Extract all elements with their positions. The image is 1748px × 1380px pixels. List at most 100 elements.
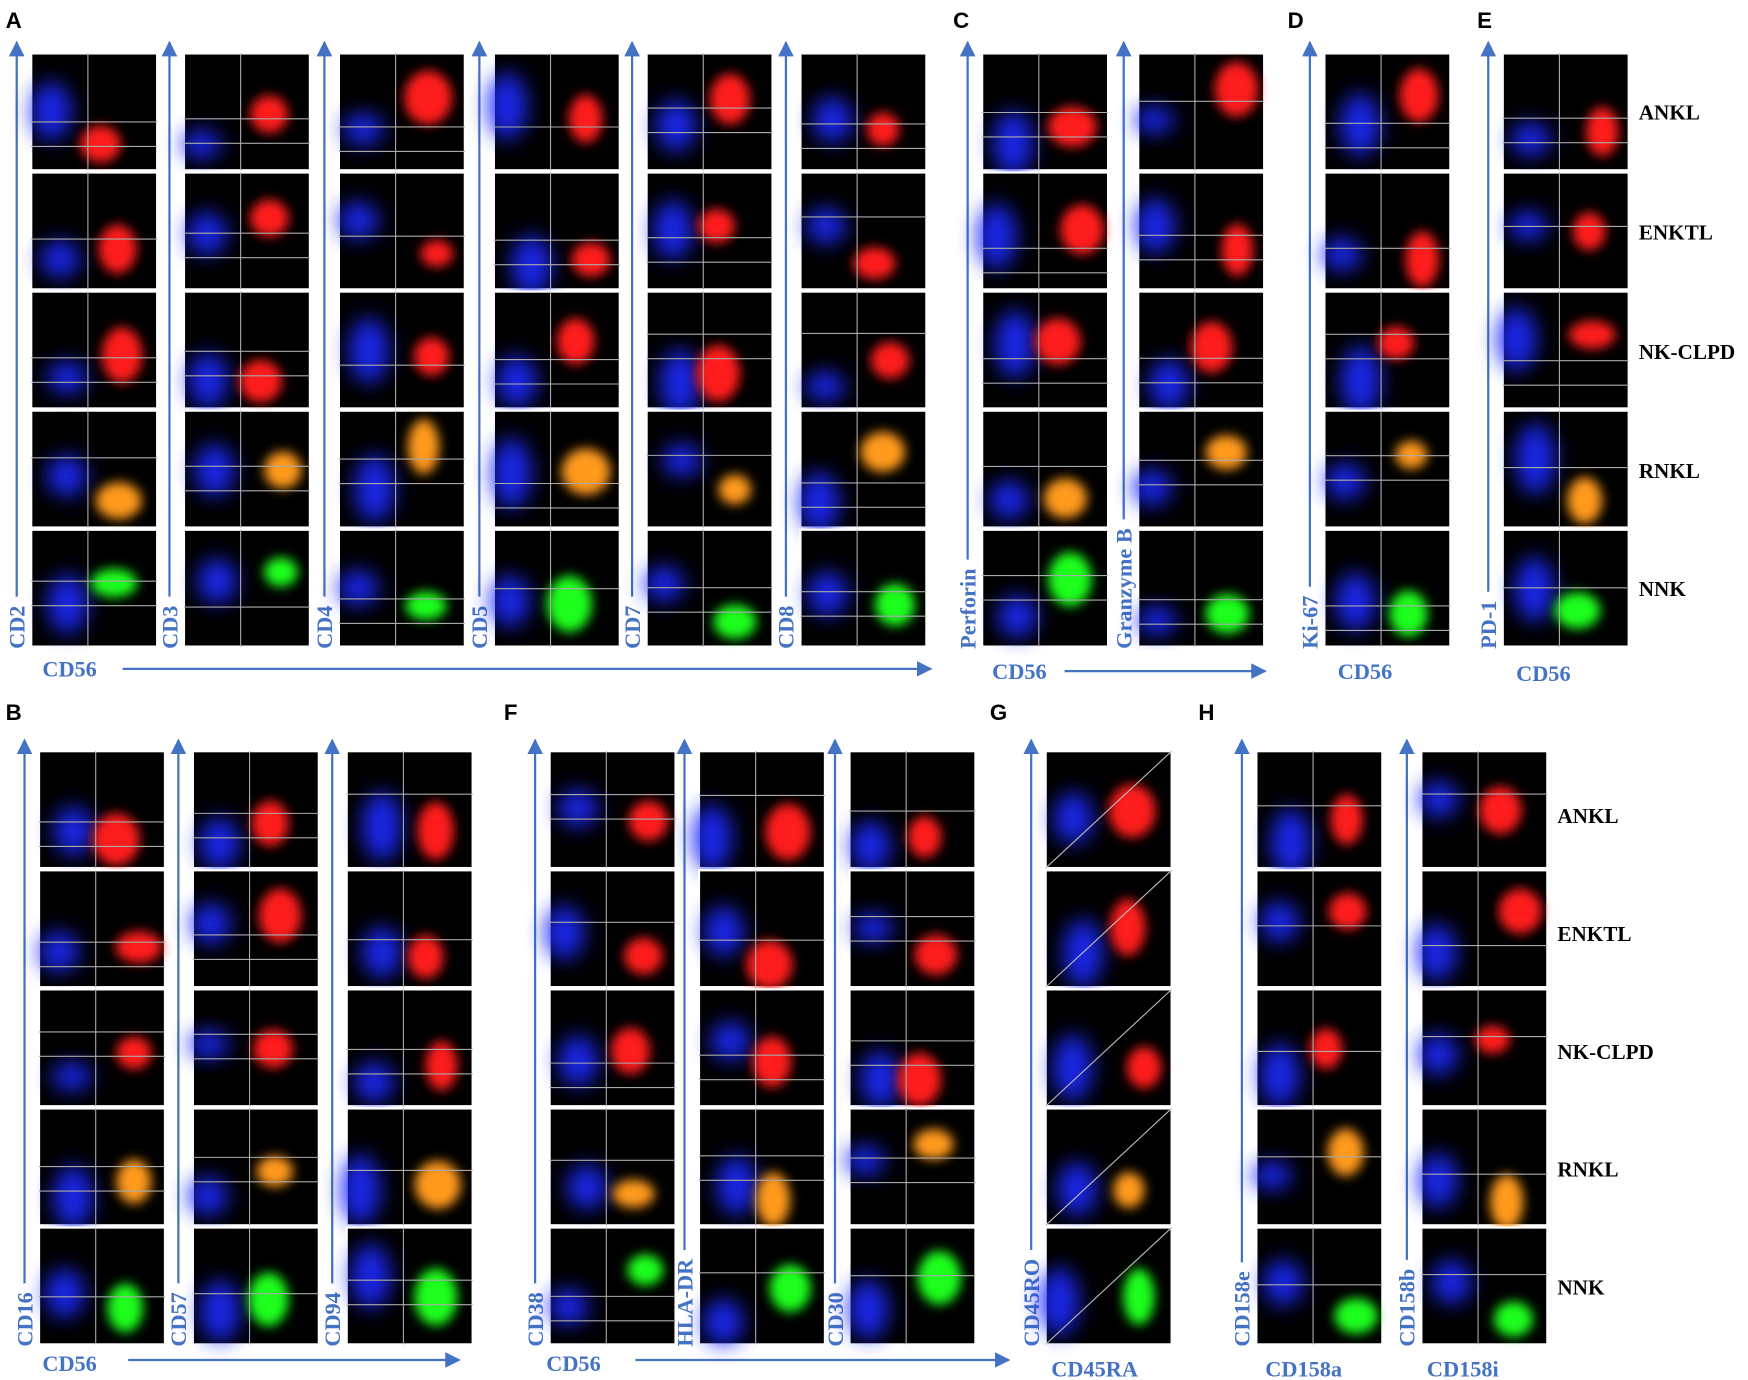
positive-population [258, 888, 302, 943]
negative-population [1431, 1260, 1472, 1305]
positive-population [420, 240, 454, 267]
flow-plot [337, 409, 466, 529]
row-label: ENKTL [1639, 221, 1713, 245]
positive-population [627, 1254, 664, 1286]
positive-population [1568, 320, 1616, 349]
negative-population [1148, 359, 1189, 411]
flow-plot [182, 528, 312, 648]
negative-population [342, 112, 384, 146]
positive-population [1327, 1128, 1364, 1176]
negative-population [348, 317, 389, 384]
flow-plot [30, 171, 159, 291]
negative-population [807, 571, 848, 617]
panel-letter: G [990, 700, 1007, 725]
negative-population [1418, 1033, 1459, 1076]
flow-plot [337, 528, 466, 648]
negative-population [1251, 1160, 1292, 1190]
negative-population [46, 361, 88, 394]
positive-population [80, 125, 121, 163]
negative-population [997, 595, 1038, 638]
positive-population [571, 242, 611, 277]
flow-plot [30, 528, 159, 648]
negative-population [51, 1062, 92, 1091]
positive-population [264, 451, 302, 489]
positive-population [1113, 1172, 1145, 1209]
negative-population [852, 913, 894, 943]
positive-population [913, 1129, 954, 1160]
flow-plot [548, 1226, 677, 1346]
flow-plot [799, 528, 928, 648]
negative-population [338, 569, 379, 606]
x-axis-label: CD56 [1516, 661, 1570, 686]
negative-population [511, 235, 552, 296]
negative-population [53, 1165, 94, 1229]
positive-population [1479, 786, 1522, 834]
negative-population [353, 1062, 395, 1103]
flow-plot [1501, 528, 1630, 648]
flow-plot [798, 409, 928, 533]
positive-population [624, 937, 663, 975]
row-label: NNK [1557, 1276, 1605, 1300]
positive-population [1378, 326, 1415, 360]
positive-population [853, 247, 896, 280]
flow-plot [848, 869, 977, 989]
negative-population [661, 443, 702, 477]
flow-plot [37, 1226, 167, 1346]
positive-population [1498, 888, 1542, 934]
positive-population [874, 583, 915, 626]
row-label: RNKL [1639, 459, 1700, 483]
negative-population [1416, 923, 1457, 981]
positive-population [765, 803, 811, 861]
positive-population [612, 1179, 655, 1208]
flow-plot [1501, 171, 1630, 291]
flow-plot [976, 171, 1110, 291]
flow-plot [37, 869, 167, 989]
negative-population [491, 437, 532, 509]
y-axis-label: Granzyme B [1112, 528, 1137, 649]
positive-population [1060, 204, 1105, 255]
panel-letter: D [1288, 8, 1304, 33]
flow-plot [799, 171, 928, 291]
positive-population [917, 1251, 962, 1305]
flow-plot [340, 1107, 474, 1227]
flow-plot [697, 869, 827, 989]
flow-plot [30, 409, 159, 529]
flow-plot [181, 52, 312, 172]
positive-population [95, 482, 142, 520]
positive-population [256, 1156, 294, 1187]
positive-population [413, 337, 450, 376]
negative-population [703, 906, 744, 957]
y-axis-label: CD158e [1230, 1271, 1255, 1346]
negative-population [340, 1154, 381, 1225]
negative-population [557, 789, 598, 828]
positive-population [1399, 68, 1439, 123]
flow-plot [182, 290, 312, 410]
positive-population [250, 95, 289, 133]
positive-population [414, 1160, 461, 1209]
panel-letter: E [1477, 8, 1492, 33]
positive-population [90, 568, 138, 598]
positive-population [709, 73, 751, 125]
negative-population [53, 806, 94, 856]
flow-plot [548, 750, 677, 870]
row-label: NK-CLPD [1639, 340, 1735, 364]
flow-plot [1501, 409, 1630, 529]
flow-plot [1044, 988, 1173, 1108]
plot-background [1137, 409, 1266, 529]
negative-population [544, 905, 585, 960]
flow-plot [1255, 988, 1384, 1108]
row-label: NNK [1639, 577, 1687, 601]
plot-background [981, 52, 1110, 172]
flow-plot [799, 52, 928, 172]
negative-population [350, 1243, 391, 1309]
flow-plot [1420, 1226, 1549, 1346]
positive-population [718, 474, 752, 505]
positive-population [561, 448, 611, 495]
flow-plot [1044, 869, 1173, 989]
flow-plot [981, 409, 1110, 529]
flow-plot [981, 290, 1110, 410]
positive-population [116, 1036, 152, 1070]
flow-plot [544, 869, 677, 989]
flow-plot [188, 988, 320, 1108]
